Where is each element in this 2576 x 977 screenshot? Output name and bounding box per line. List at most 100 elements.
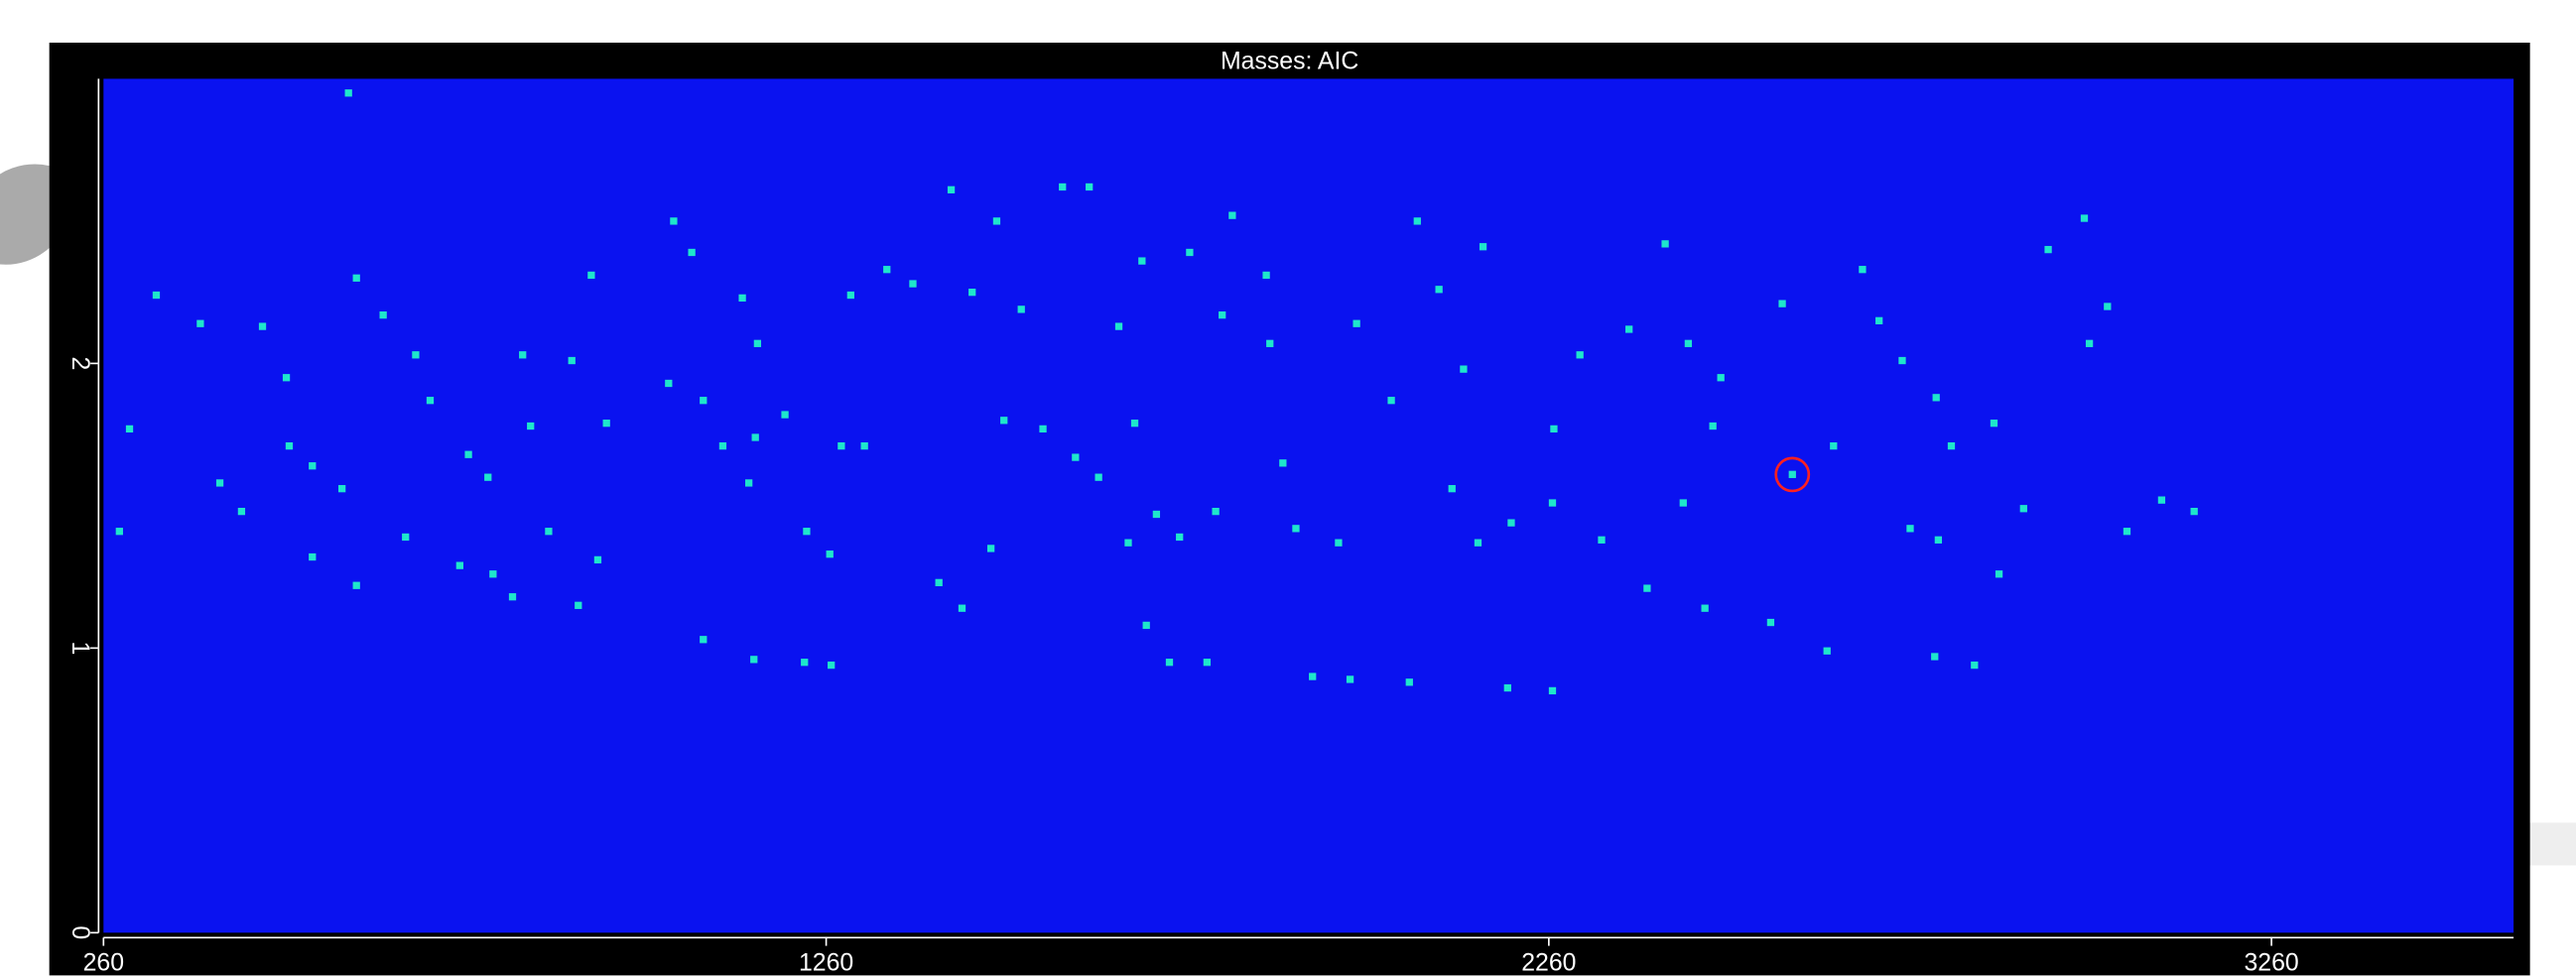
point xyxy=(1680,499,1687,506)
point xyxy=(738,295,745,302)
point xyxy=(216,479,223,486)
point xyxy=(1219,311,1225,318)
point xyxy=(259,322,266,329)
point xyxy=(309,553,316,560)
point xyxy=(1166,659,1173,666)
point xyxy=(2124,528,2130,535)
point xyxy=(286,442,293,449)
point xyxy=(2044,246,2051,253)
point xyxy=(801,659,808,666)
point xyxy=(1824,648,1831,655)
point xyxy=(1352,320,1359,327)
point xyxy=(1460,365,1467,372)
point xyxy=(2081,214,2088,221)
y-tick-label: 0 xyxy=(66,925,93,939)
point xyxy=(1702,605,1709,612)
page: {"chart_data": {"type": "scatter", "titl… xyxy=(0,0,2576,977)
point xyxy=(380,311,387,318)
point xyxy=(456,562,463,569)
point xyxy=(1577,351,1584,358)
point xyxy=(1710,423,1717,429)
point xyxy=(603,420,610,427)
chart-title: Masses: AIC xyxy=(1221,48,1358,74)
point xyxy=(700,636,707,643)
point xyxy=(1996,570,2002,577)
point xyxy=(1347,675,1353,682)
point xyxy=(1204,659,1211,666)
point xyxy=(1906,525,1913,532)
point xyxy=(1549,499,1556,506)
y-tick-label: 1 xyxy=(66,641,93,655)
point xyxy=(700,397,707,404)
y-tick-label: 2 xyxy=(66,356,93,370)
point xyxy=(1018,305,1025,312)
point xyxy=(750,656,757,663)
point xyxy=(1186,249,1193,256)
background-artifact xyxy=(0,165,50,265)
point xyxy=(1859,266,1866,273)
point xyxy=(575,602,581,609)
point xyxy=(427,397,434,404)
point xyxy=(828,662,835,669)
point xyxy=(993,217,1000,224)
point xyxy=(2191,508,2198,515)
point xyxy=(594,556,601,563)
point xyxy=(1685,340,1692,347)
point xyxy=(353,275,360,282)
point xyxy=(1228,212,1235,219)
point xyxy=(353,582,360,589)
point xyxy=(569,357,576,364)
point xyxy=(1830,442,1837,449)
point xyxy=(1086,183,1093,190)
point xyxy=(987,545,994,551)
point xyxy=(1507,519,1514,526)
point xyxy=(1335,540,1342,547)
point xyxy=(484,474,491,481)
point xyxy=(1971,662,1978,669)
point xyxy=(1643,584,1650,591)
point xyxy=(1933,394,1940,401)
point xyxy=(968,289,975,296)
point xyxy=(1475,540,1481,547)
point xyxy=(745,479,752,486)
point xyxy=(1292,525,1299,532)
x-tick-label: 3260 xyxy=(2244,949,2298,976)
point xyxy=(2020,505,2027,512)
point xyxy=(1143,622,1150,629)
point xyxy=(1549,687,1556,694)
point xyxy=(1449,485,1456,492)
point xyxy=(803,528,810,535)
point xyxy=(309,462,316,469)
point xyxy=(847,292,854,299)
x-tick-label: 1260 xyxy=(799,949,853,976)
point xyxy=(1414,217,1421,224)
point xyxy=(1406,678,1413,685)
plot-area xyxy=(103,78,2513,932)
point xyxy=(1039,426,1046,432)
point xyxy=(153,292,160,299)
point xyxy=(781,411,788,418)
point xyxy=(1138,257,1145,264)
point xyxy=(345,89,352,96)
point xyxy=(489,570,496,577)
point xyxy=(2158,497,2165,504)
point xyxy=(587,272,594,279)
point xyxy=(883,266,890,273)
point xyxy=(1898,357,1905,364)
point xyxy=(1991,420,1997,427)
point xyxy=(338,485,345,492)
point xyxy=(1504,684,1511,691)
point xyxy=(1598,537,1605,544)
point xyxy=(837,442,844,449)
point xyxy=(1480,243,1486,250)
point xyxy=(545,528,552,535)
point xyxy=(1000,417,1007,424)
x-tick-label: 2260 xyxy=(1521,949,1576,976)
point xyxy=(1948,442,1955,449)
point xyxy=(752,433,759,440)
point xyxy=(1387,397,1394,404)
point xyxy=(1072,453,1079,460)
point xyxy=(1875,317,1882,324)
point xyxy=(1309,672,1316,679)
point xyxy=(909,280,916,287)
